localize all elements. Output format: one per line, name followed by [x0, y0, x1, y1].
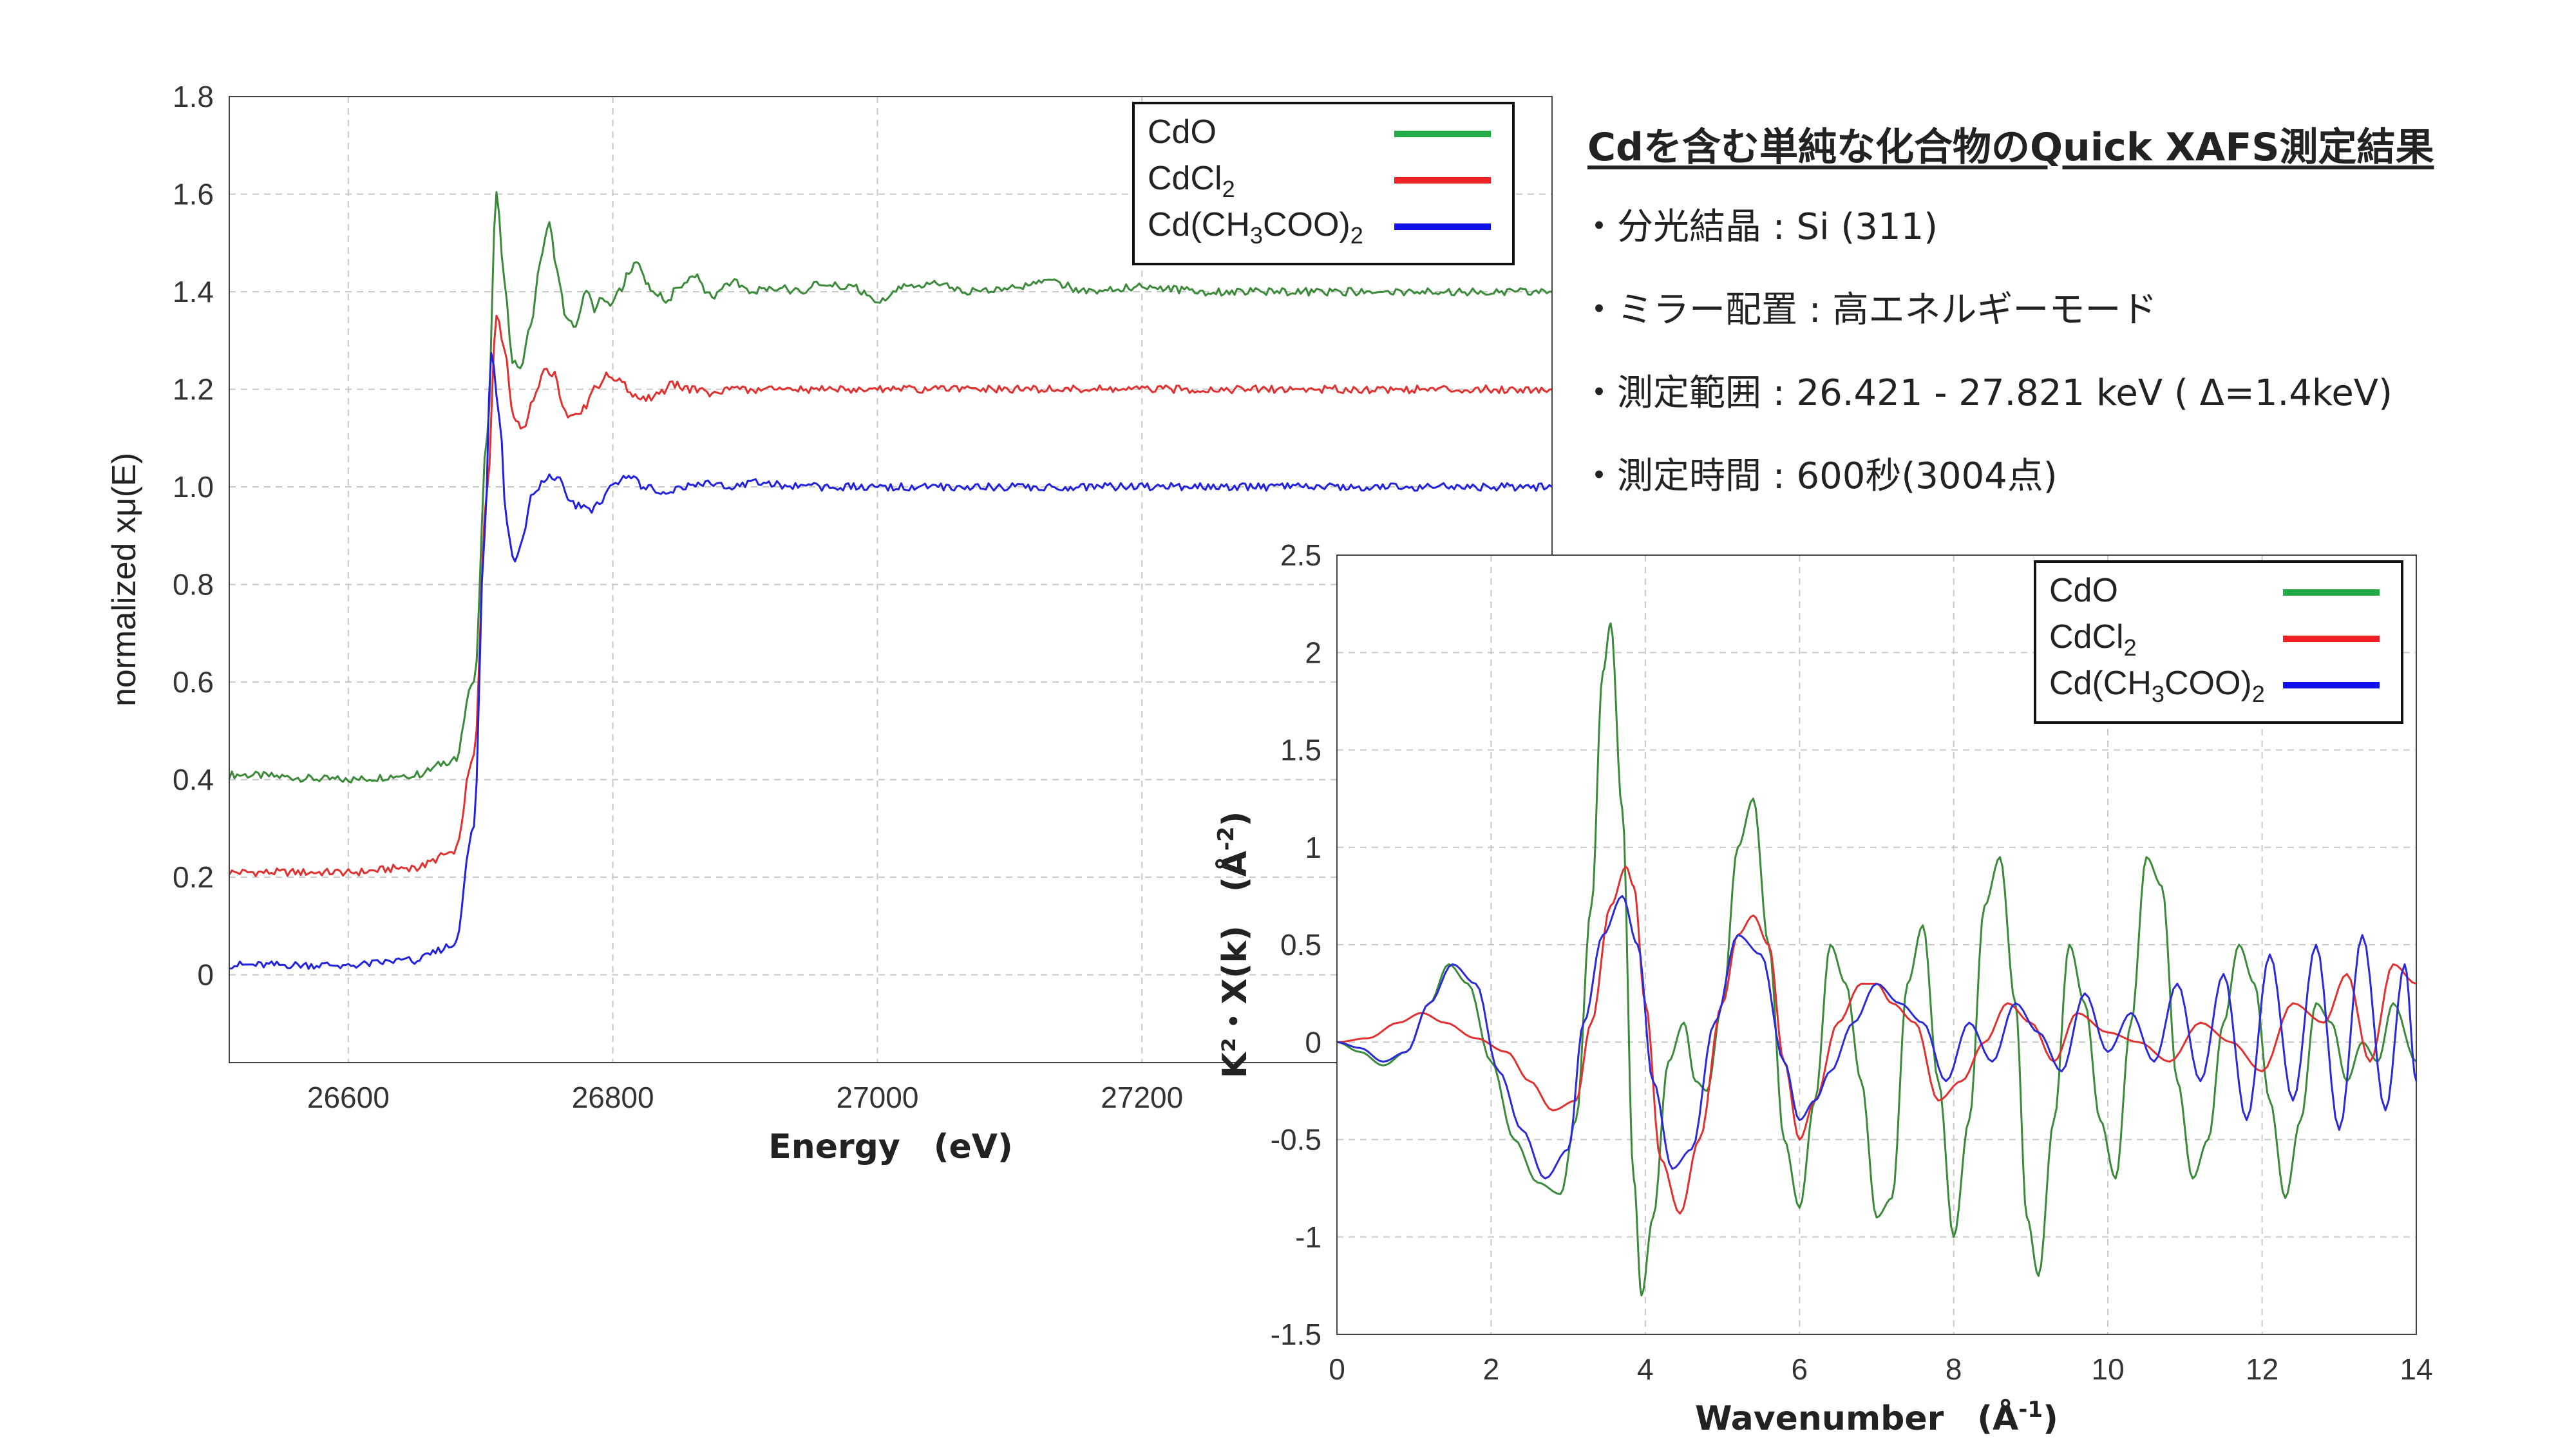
series: [228, 191, 1553, 970]
x-tick-label: 8: [1946, 1352, 1962, 1386]
x-axis-title-sup: -1: [2018, 1397, 2043, 1423]
x-tick-label: 14: [2400, 1352, 2432, 1386]
y-axis-title-text: K²・Χ(k) (Å: [1215, 851, 1255, 1078]
legend-label: Cd(CH3COO)2: [2049, 665, 2265, 707]
y-tick-label: 0.6: [173, 665, 214, 699]
y-axis-title-end: ): [1216, 811, 1255, 827]
note-mirror: ・ミラー配置 : 高エネルギーモード: [1581, 289, 2157, 331]
y-tick-label: 1: [1305, 831, 1321, 864]
x-tick-label: 26600: [307, 1081, 390, 1114]
y-tick-label: 0: [1305, 1025, 1321, 1059]
x-axis-title: Wavenumber (Å-1): [1695, 1397, 2058, 1438]
legend-label: CdO: [2049, 572, 2118, 609]
x-axis-title-text: Wavenumber (Å: [1695, 1399, 2018, 1438]
y-tick-label: 0.4: [173, 763, 214, 797]
legend-sub: 2: [2124, 634, 2137, 661]
y-axis-title-text: normalized xμ(E): [106, 453, 143, 706]
legend-name2: COO): [1263, 206, 1350, 243]
x-tick-label: 6: [1791, 1352, 1808, 1386]
measurement-notes: Cdを含む単純な化合物のQuick XAFS測定結果 ・分光結晶 : Si (3…: [1581, 116, 2560, 530]
x-axis-title: Energy (eV): [768, 1128, 1013, 1166]
x-tick-label: 4: [1637, 1352, 1654, 1386]
note-range: ・測定範囲 : 26.421 - 27.821 keV ( Δ=1.4keV): [1581, 372, 2392, 414]
y-tick-label: 1.4: [173, 275, 214, 308]
y-tick-label: 1.0: [173, 470, 214, 504]
y-axis-title: normalized xμ(E): [106, 453, 143, 706]
note-time: ・測定時間 : 600秒(3004点): [1581, 455, 2058, 497]
y-axis-title: K²・Χ(k) (Å-2): [1213, 811, 1255, 1079]
legend-sub2: 2: [1350, 222, 1363, 249]
plot-frame: [1336, 554, 2417, 1335]
y-tick-label: -0.5: [1271, 1123, 1321, 1157]
x-tick-label: 27000: [836, 1081, 918, 1114]
y-tick-label: -1: [1295, 1220, 1321, 1254]
y-tick-label: 0.5: [1280, 928, 1321, 961]
legend-label: CdCl2: [1148, 160, 1235, 202]
x-tick-label: 2: [1483, 1352, 1500, 1386]
y-tick-label: 1.8: [173, 80, 214, 113]
y-tick-label: 1.6: [173, 178, 214, 211]
y-tick-label: 1.2: [173, 373, 214, 406]
y-tick-label: -1.5: [1271, 1318, 1321, 1351]
x-tick-label: 0: [1329, 1352, 1345, 1386]
x-tick-label: 10: [2092, 1352, 2125, 1386]
x-axis-title-end: ): [2043, 1399, 2058, 1438]
x-axis-title-text: Energy (eV): [768, 1128, 1013, 1166]
legend-name: CdO: [1148, 113, 1217, 151]
tick-labels: 26600 26800 27000 27200 0 0.2 0.4 0.6 0.8 1.0 1.2 1…: [173, 80, 1183, 1114]
series-line-2: [229, 352, 1553, 970]
x-tick-label: 12: [2246, 1352, 2278, 1386]
x-tick-label: 27200: [1101, 1081, 1183, 1114]
series-line-0: [1336, 622, 2418, 1296]
legend-sub: 3: [1250, 222, 1263, 249]
y-tick-label: 0.8: [173, 568, 214, 601]
legend-label: CdCl2: [2049, 618, 2137, 661]
y-tick-label: 1.5: [1280, 734, 1321, 767]
legend-label: Cd(CH3COO)2: [1148, 206, 1363, 249]
y-axis-title-sup: -2: [1213, 826, 1239, 851]
note-crystal: ・分光結晶 : Si (311): [1581, 206, 1938, 248]
y-tick-label: 0: [197, 958, 214, 992]
wavenumber-chart: 0 2 4 6 8 10 12 14 -1.5 -1 -0.5 0 0.5 1 1.5 2 2.5 Wavenum…: [1213, 538, 2433, 1438]
y-tick-label: 2.5: [1280, 538, 1321, 572]
legend-name: CdCl: [2049, 618, 2124, 656]
legend-label: CdO: [1148, 113, 1217, 151]
series-line-1: [228, 314, 1553, 877]
y-tick-label: 0.2: [173, 860, 214, 894]
notes-title: Cdを含む単純な化合物のQuick XAFS測定結果: [1587, 125, 2434, 170]
series: [1336, 622, 2418, 1296]
y-tick-label: 2: [1305, 636, 1321, 669]
series-line-0: [228, 191, 1553, 784]
series-line-2: [1336, 895, 2418, 1180]
legend-name: CdCl: [1148, 160, 1222, 197]
legend-name: Cd(CH: [2049, 665, 2152, 702]
x-tick-label: 26800: [572, 1081, 654, 1114]
legend-name: Cd(CH: [1148, 206, 1250, 243]
tick-labels: 0 2 4 6 8 10 12 14 -1.5 -1 -0.5 0 0.5 1 1.5 2 2.5: [1271, 538, 2433, 1386]
legend-name: CdO: [2049, 572, 2118, 609]
legend-sub2: 2: [2252, 681, 2265, 707]
legend-name2: COO): [2164, 665, 2252, 702]
legend-sub: 3: [2152, 681, 2164, 707]
legend-sub: 2: [1222, 176, 1235, 202]
energy-chart: 26600 26800 27000 27200 0 0.2 0.4 0.6 0.8 1.0 1.2 1…: [106, 80, 1553, 1166]
